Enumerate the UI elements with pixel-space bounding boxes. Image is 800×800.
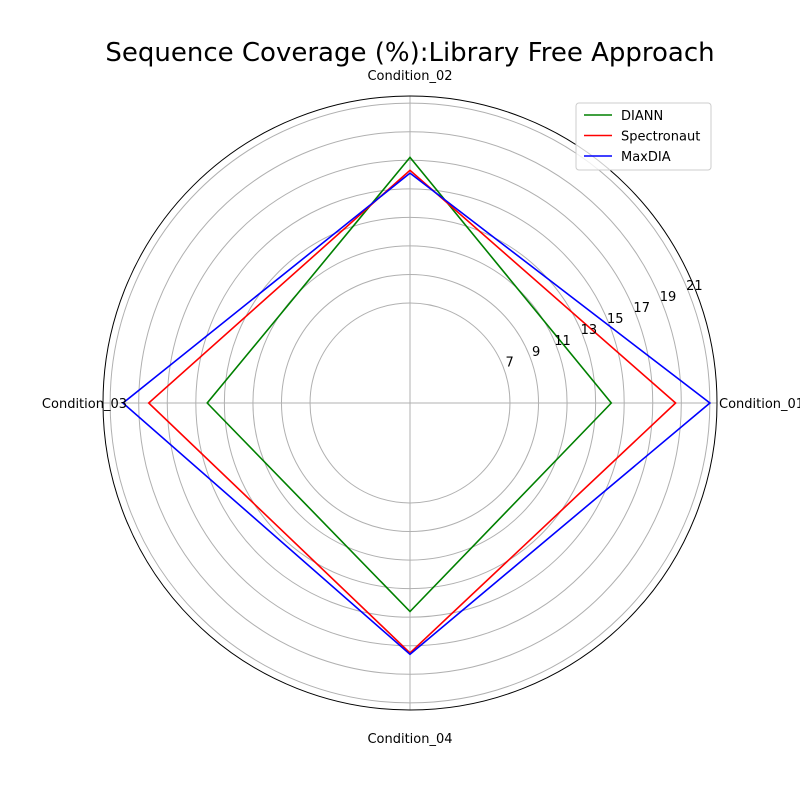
category-label: Condition_01 <box>719 397 800 412</box>
tick-label: 21 <box>686 279 703 294</box>
series-line-maxdia <box>121 172 712 656</box>
series-line-diann <box>206 156 613 613</box>
tick-label: 19 <box>660 290 677 305</box>
category-labels: Condition_01 Condition_02 Condition_03 Cond… <box>42 69 800 747</box>
series-line-spectronaut <box>147 169 677 655</box>
category-label: Condition_03 <box>42 397 127 412</box>
tick-label: 17 <box>633 301 650 316</box>
tick-label: 9 <box>532 345 540 360</box>
legend-label: Spectronaut <box>621 130 700 145</box>
outer-circle <box>102 95 718 711</box>
tick-label: 15 <box>607 312 624 327</box>
tick-label: 7 <box>506 356 514 371</box>
radial-grid <box>103 96 717 710</box>
legend-label: DIANN <box>621 109 663 124</box>
radial-tick-labels: 7 9 11 13 15 17 19 21 <box>506 279 703 371</box>
legend-label: MaxDIA <box>621 150 671 165</box>
category-label: Condition_02 <box>367 69 452 84</box>
category-label: Condition_04 <box>367 732 452 747</box>
tick-label: 11 <box>554 334 571 349</box>
series-lines <box>121 156 712 656</box>
legend-box <box>575 102 712 171</box>
chart-title: Sequence Coverage (%):Library Free Appro… <box>105 38 714 68</box>
tick-label: 13 <box>581 323 598 338</box>
legend: DIANN Spectronaut MaxDIA <box>575 102 712 171</box>
outer-frame <box>102 95 718 711</box>
